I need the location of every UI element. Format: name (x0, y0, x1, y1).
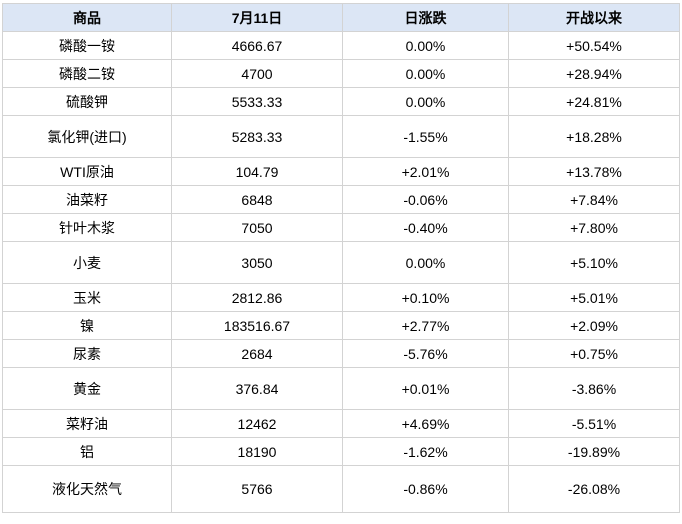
since-war-value: +2.09% (508, 311, 680, 340)
table-row: 黄金 376.84 +0.01% -3.86% (2, 367, 680, 410)
commodity-name: 氯化钾(进口) (2, 115, 172, 158)
column-header-date: 7月11日 (171, 3, 343, 32)
since-war-value: +28.94% (508, 59, 680, 88)
table-row: 玉米 2812.86 +0.10% +5.01% (2, 283, 680, 312)
header-row: 商品 7月11日 日涨跌 开战以来 (2, 3, 680, 32)
since-war-value: +7.80% (508, 213, 680, 242)
daily-change-value: +4.69% (342, 409, 509, 438)
daily-change-value: -1.62% (342, 437, 509, 466)
since-war-value: +13.78% (508, 157, 680, 186)
commodity-name: 磷酸一铵 (2, 31, 172, 60)
since-war-value: -19.89% (508, 437, 680, 466)
table-row: 油菜籽 6848 -0.06% +7.84% (2, 185, 680, 214)
commodity-name: 黄金 (2, 367, 172, 410)
daily-change-value: -0.40% (342, 213, 509, 242)
table-row: 针叶木浆 7050 -0.40% +7.80% (2, 213, 680, 242)
daily-change-value: -0.06% (342, 185, 509, 214)
daily-change-value: +2.01% (342, 157, 509, 186)
price-value: 4666.67 (171, 31, 343, 60)
price-value: 12462 (171, 409, 343, 438)
column-header-since-war: 开战以来 (508, 3, 680, 32)
since-war-value: +0.75% (508, 339, 680, 368)
daily-change-value: 0.00% (342, 87, 509, 116)
daily-change-value: -5.76% (342, 339, 509, 368)
daily-change-value: +0.10% (342, 283, 509, 312)
commodity-price-table: 商品 7月11日 日涨跌 开战以来 磷酸一铵 4666.67 0.00% +50… (2, 3, 680, 513)
table-row: 尿素 2684 -5.76% +0.75% (2, 339, 680, 368)
commodity-name: WTI原油 (2, 157, 172, 186)
since-war-value: +5.01% (508, 283, 680, 312)
column-header-commodity: 商品 (2, 3, 172, 32)
commodity-name: 铝 (2, 437, 172, 466)
table-row: 磷酸二铵 4700 0.00% +28.94% (2, 59, 680, 88)
daily-change-value: 0.00% (342, 59, 509, 88)
since-war-value: +24.81% (508, 87, 680, 116)
price-value: 183516.67 (171, 311, 343, 340)
daily-change-value: 0.00% (342, 241, 509, 284)
since-war-value: -5.51% (508, 409, 680, 438)
table-row: 小麦 3050 0.00% +5.10% (2, 241, 680, 284)
daily-change-value: -1.55% (342, 115, 509, 158)
price-value: 5533.33 (171, 87, 343, 116)
commodity-name: 磷酸二铵 (2, 59, 172, 88)
price-value: 5766 (171, 465, 343, 513)
table-row: 氯化钾(进口) 5283.33 -1.55% +18.28% (2, 115, 680, 158)
daily-change-value: +2.77% (342, 311, 509, 340)
price-value: 4700 (171, 59, 343, 88)
since-war-value: +18.28% (508, 115, 680, 158)
table-row: 菜籽油 12462 +4.69% -5.51% (2, 409, 680, 438)
price-value: 5283.33 (171, 115, 343, 158)
price-value: 2684 (171, 339, 343, 368)
commodity-name: 针叶木浆 (2, 213, 172, 242)
since-war-value: -26.08% (508, 465, 680, 513)
commodity-name: 镍 (2, 311, 172, 340)
price-value: 7050 (171, 213, 343, 242)
since-war-value: -3.86% (508, 367, 680, 410)
price-value: 3050 (171, 241, 343, 284)
table-row: WTI原油 104.79 +2.01% +13.78% (2, 157, 680, 186)
commodity-name: 小麦 (2, 241, 172, 284)
table-row: 磷酸一铵 4666.67 0.00% +50.54% (2, 31, 680, 60)
price-value: 104.79 (171, 157, 343, 186)
commodity-name: 硫酸钾 (2, 87, 172, 116)
commodity-price-table-container: 商品 7月11日 日涨跌 开战以来 磷酸一铵 4666.67 0.00% +50… (2, 3, 680, 513)
since-war-value: +5.10% (508, 241, 680, 284)
commodity-name: 液化天然气 (2, 465, 172, 513)
daily-change-value: -0.86% (342, 465, 509, 513)
table-row: 镍 183516.67 +2.77% +2.09% (2, 311, 680, 340)
since-war-value: +7.84% (508, 185, 680, 214)
table-row: 铝 18190 -1.62% -19.89% (2, 437, 680, 466)
since-war-value: +50.54% (508, 31, 680, 60)
commodity-name: 菜籽油 (2, 409, 172, 438)
commodity-name: 玉米 (2, 283, 172, 312)
table-row: 硫酸钾 5533.33 0.00% +24.81% (2, 87, 680, 116)
daily-change-value: +0.01% (342, 367, 509, 410)
column-header-daily-change: 日涨跌 (342, 3, 509, 32)
daily-change-value: 0.00% (342, 31, 509, 60)
table-row: 液化天然气 5766 -0.86% -26.08% (2, 465, 680, 513)
price-value: 18190 (171, 437, 343, 466)
price-value: 6848 (171, 185, 343, 214)
price-value: 376.84 (171, 367, 343, 410)
commodity-name: 尿素 (2, 339, 172, 368)
price-value: 2812.86 (171, 283, 343, 312)
commodity-name: 油菜籽 (2, 185, 172, 214)
